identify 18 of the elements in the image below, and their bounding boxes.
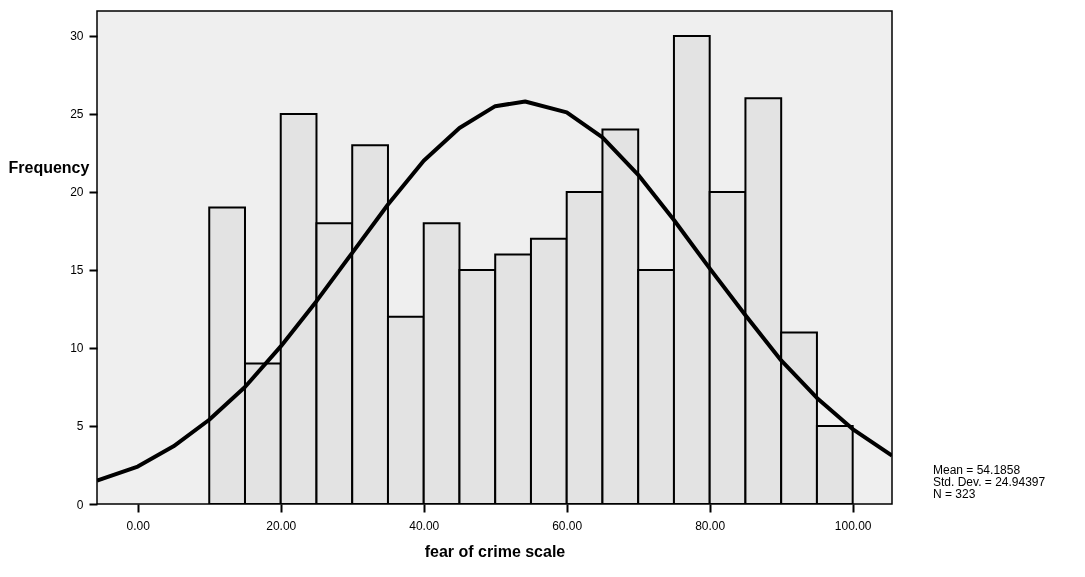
y-tick-label: 5 [76, 419, 84, 434]
x-tick-label: 100.00 [834, 518, 872, 533]
x-tick-label: 80.00 [695, 518, 726, 533]
x-tick-label: 20.00 [266, 518, 297, 533]
x-axis-title: fear of crime scale [424, 542, 566, 560]
y-tick-label: 0 [76, 497, 84, 512]
y-tick-label: 25 [70, 107, 84, 122]
x-tick-label: 40.00 [409, 518, 440, 533]
y-tick-label: 10 [70, 341, 84, 356]
text: Std. Dev. = 24.94397 [933, 475, 1046, 489]
x-tick-label: 60.00 [552, 518, 583, 533]
y-tick-label: 30 [70, 29, 84, 44]
y-tick-label: 15 [70, 263, 84, 278]
y-tick-label: 20 [70, 185, 84, 200]
text: Mean = 54.1858 [933, 463, 1022, 477]
text: N = 323 [933, 487, 977, 501]
x-tick-label: 0.00 [126, 518, 151, 533]
y-axis-title: Frequency [8, 158, 90, 176]
